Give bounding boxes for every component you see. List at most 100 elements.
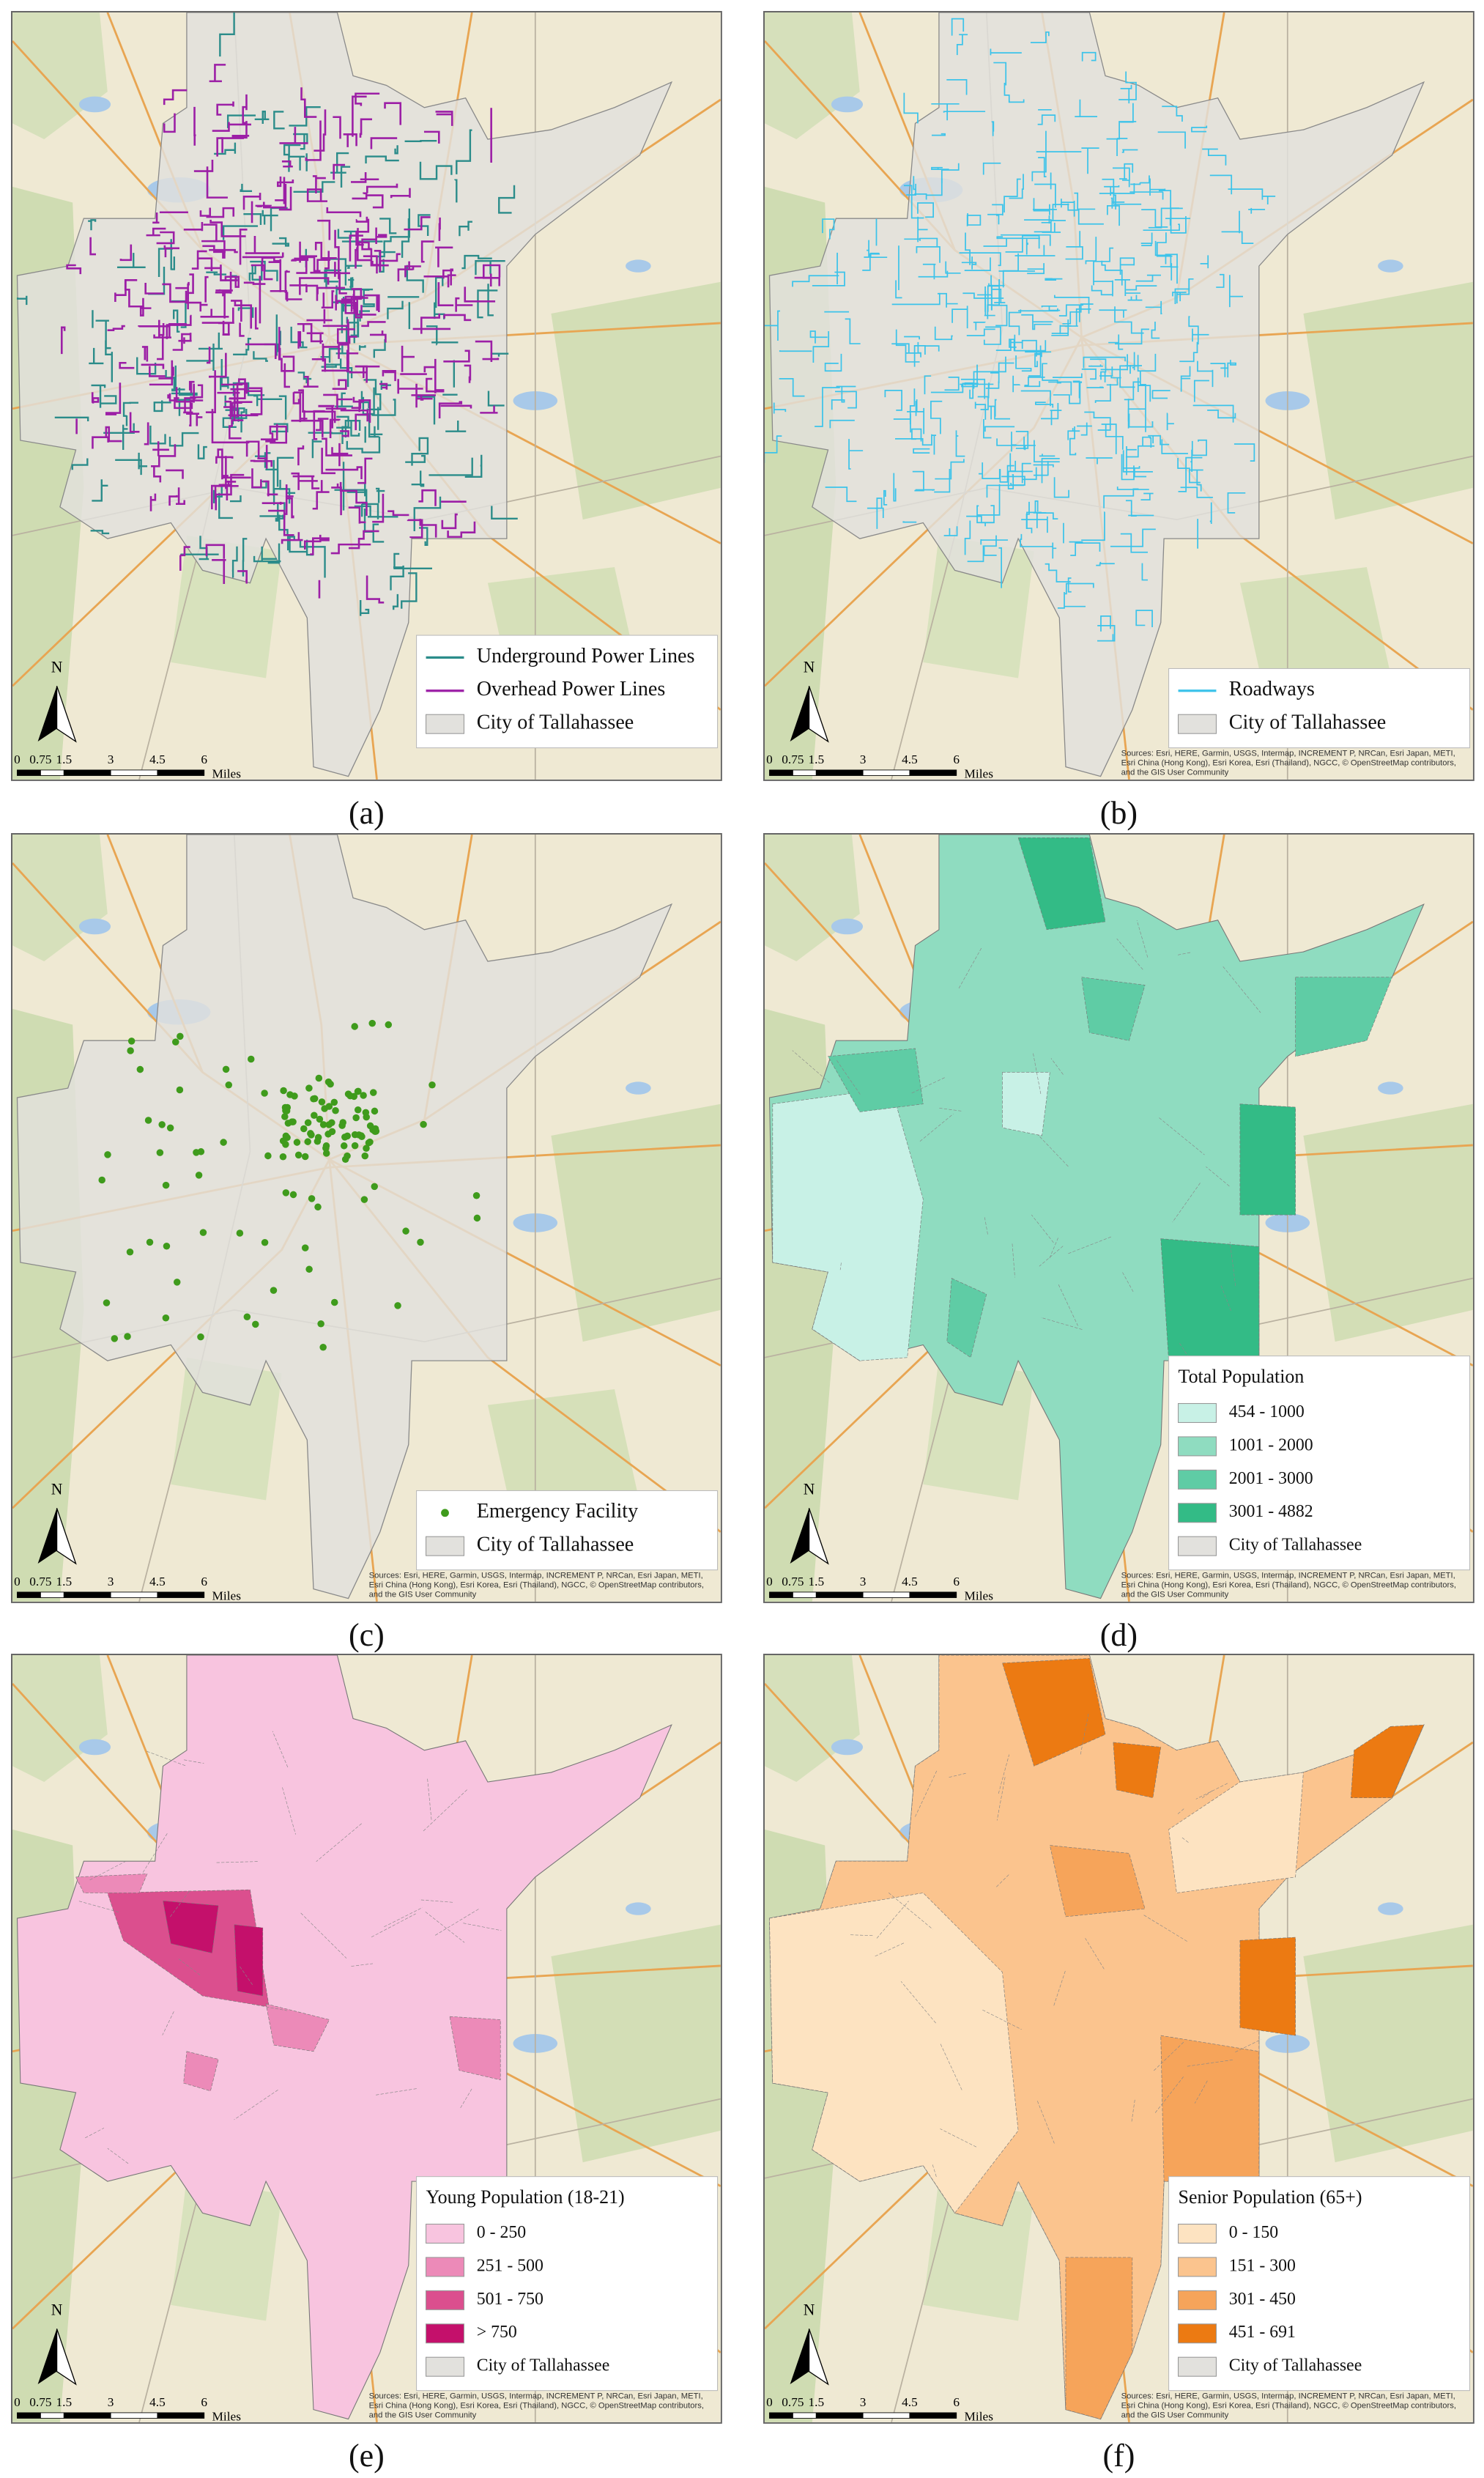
- network-line: [281, 355, 295, 372]
- network-line: [995, 339, 1023, 352]
- tract-edge: [1181, 1837, 1189, 1843]
- facility-point: [144, 1117, 152, 1124]
- network-line: [1039, 454, 1056, 457]
- tract-edge: [162, 2011, 174, 2035]
- network-line: [1045, 563, 1071, 582]
- network-line: [1140, 492, 1154, 500]
- tract-edge: [300, 1912, 347, 1959]
- network-line: [1125, 500, 1137, 517]
- network-line: [254, 110, 270, 125]
- north-arrow: [37, 2329, 57, 2384]
- network-line: [336, 420, 360, 437]
- network-line: [211, 409, 250, 444]
- network-line: [387, 510, 409, 517]
- tract: [1239, 1937, 1296, 2036]
- network-line: [960, 378, 986, 399]
- tract-edge: [434, 1909, 479, 1937]
- panel-frame: [11, 11, 722, 781]
- facility-point: [126, 1248, 134, 1256]
- legend-label: 0 - 150: [1229, 2223, 1278, 2242]
- network-line: [401, 218, 410, 258]
- network-line: [357, 457, 373, 484]
- network-line: [1135, 610, 1153, 628]
- network-line: [1021, 339, 1042, 357]
- network-line: [1135, 274, 1161, 282]
- network-line: [903, 92, 919, 124]
- network-line: [251, 468, 262, 489]
- network-line: [1085, 237, 1097, 265]
- scale-bar-label: 1.5: [808, 752, 824, 766]
- network-line: [1200, 255, 1209, 269]
- network-line: [1156, 232, 1173, 257]
- network-line: [964, 257, 991, 272]
- network-line: [401, 572, 418, 609]
- scale-bar-segment: [769, 769, 793, 776]
- network-line: [1202, 148, 1227, 166]
- network-line: [289, 535, 314, 556]
- network-line: [163, 89, 188, 106]
- network-line: [382, 369, 396, 382]
- network-line: [990, 362, 1014, 384]
- facility-point: [368, 1019, 376, 1027]
- network-line: [1033, 500, 1047, 514]
- network-line: [250, 459, 272, 467]
- network-line: [189, 399, 204, 426]
- network-line: [1003, 83, 1025, 103]
- network-line: [99, 395, 117, 404]
- network-line: [1116, 487, 1149, 490]
- facility-point: [301, 1153, 309, 1161]
- network-line: [945, 261, 961, 274]
- attribution-box: Sources: Esri, HERE, Garmin, USGS, Inter…: [1121, 2392, 1456, 2421]
- network-line: [153, 400, 171, 413]
- tract-edge: [1012, 1243, 1015, 1278]
- legend-swatch: [1178, 2290, 1217, 2310]
- network-line: [311, 439, 322, 459]
- facility-point: [177, 1032, 184, 1040]
- network-line: [848, 439, 864, 470]
- network-line: [1003, 178, 1021, 212]
- tract-edge: [351, 1963, 374, 1967]
- network-line: [773, 402, 787, 414]
- network-line: [206, 207, 235, 218]
- legend-swatch: [426, 2323, 464, 2344]
- network-line: [829, 419, 855, 429]
- network-line: [392, 593, 399, 610]
- network-line: [119, 361, 135, 369]
- network-line: [1120, 533, 1149, 553]
- facility-point: [332, 1107, 339, 1114]
- attribution-box: Sources: Esri, HERE, Garmin, USGS, Inter…: [1121, 750, 1456, 778]
- network-line: [1124, 381, 1141, 401]
- facility-point: [362, 1109, 370, 1117]
- network-line: [375, 487, 385, 503]
- facility-point: [294, 1151, 303, 1159]
- facility-point: [340, 1142, 348, 1150]
- network-line: [1127, 295, 1143, 301]
- network-line: [346, 295, 364, 312]
- network-line: [316, 286, 346, 295]
- tract-edge: [1229, 1241, 1236, 1287]
- scale-bar-segment: [862, 2412, 910, 2419]
- network-line: [1069, 426, 1077, 456]
- network-line: [346, 349, 359, 373]
- network-line: [60, 326, 66, 355]
- network-line: [1093, 280, 1113, 297]
- legend-label: Underground Power Lines: [477, 645, 695, 667]
- network-line: [296, 255, 317, 274]
- network-line: [475, 340, 493, 362]
- network-line: [1192, 404, 1234, 423]
- network-line: [765, 310, 780, 341]
- scale-bar-label: 4.5: [149, 752, 166, 766]
- legend-swatch: [426, 2257, 464, 2277]
- network-line: [185, 301, 208, 312]
- network-line: [292, 475, 320, 489]
- network-line: [443, 314, 472, 322]
- network-line: [1034, 352, 1042, 368]
- network-line: [943, 111, 986, 113]
- facility-point: [319, 1343, 327, 1351]
- tract-edge: [1154, 2041, 1185, 2071]
- network-line: [290, 326, 308, 349]
- facility-point: [289, 1118, 297, 1125]
- legend-label: 251 - 500: [477, 2256, 543, 2275]
- tract-edge: [234, 2089, 278, 2120]
- network-line: [346, 436, 381, 454]
